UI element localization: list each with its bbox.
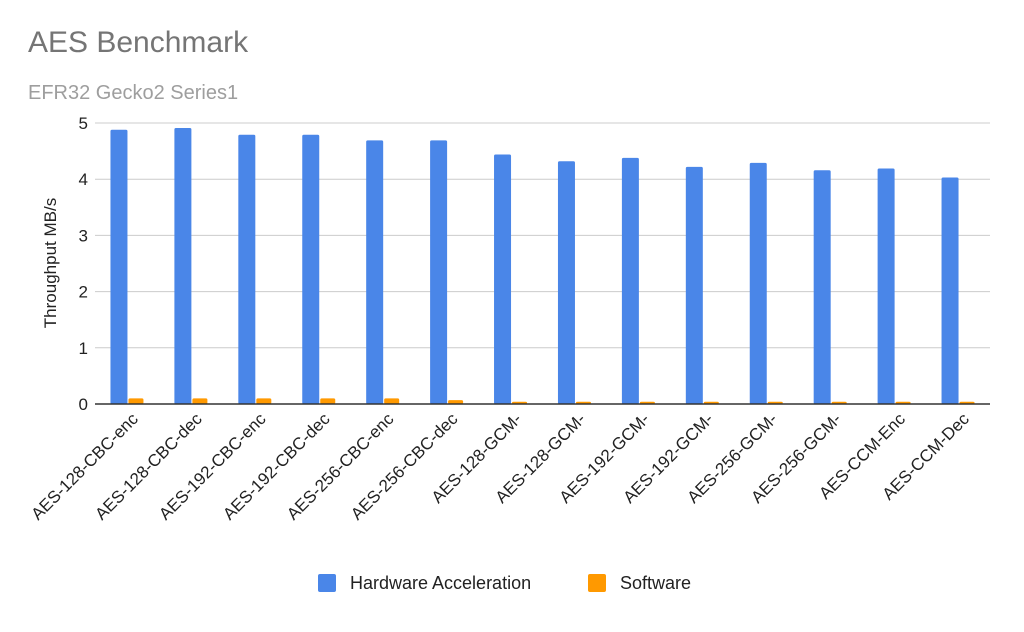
x-tick-label: AES-256-CBC-dec xyxy=(347,409,462,524)
legend-label: Hardware Acceleration xyxy=(350,573,531,593)
x-axis-ticks: AES-128-CBC-encAES-128-CBC-decAES-192-CB… xyxy=(27,409,973,524)
x-tick-label: AES-256-CBC-enc xyxy=(283,409,398,524)
bar-software xyxy=(320,398,336,404)
gridlines xyxy=(95,122,990,349)
y-tick-label: 2 xyxy=(79,283,88,302)
bar-hardware-acceleration xyxy=(557,161,575,404)
x-tick-label: AES-192-CBC-dec xyxy=(219,409,334,524)
x-tick-label: AES-128-CBC-enc xyxy=(27,409,142,524)
bar-hardware-acceleration xyxy=(174,128,192,405)
bar-software xyxy=(256,398,272,404)
bar-hardware-acceleration xyxy=(110,129,128,404)
bar-software xyxy=(192,398,208,404)
bar-hardware-acceleration xyxy=(238,134,256,404)
chart-title: AES Benchmark xyxy=(28,26,249,59)
y-tick-label: 0 xyxy=(79,395,88,414)
bar-hardware-acceleration xyxy=(302,134,320,404)
bar-hardware-acceleration xyxy=(941,177,959,404)
bar-software xyxy=(448,400,464,404)
legend-swatch xyxy=(588,574,606,592)
y-tick-label: 3 xyxy=(79,226,88,245)
legend: Hardware Acceleration Software xyxy=(318,573,691,593)
y-tick-label: 5 xyxy=(79,114,88,133)
chart-subtitle: EFR32 Gecko2 Series1 xyxy=(28,82,239,104)
y-axis-title: Throughput MB/s xyxy=(41,198,60,328)
bar-hardware-acceleration xyxy=(494,154,512,404)
bar-hardware-acceleration xyxy=(430,140,448,404)
bar-hardware-acceleration xyxy=(877,168,895,404)
x-tick-label: AES-128-CBC-dec xyxy=(91,409,206,524)
y-tick-label: 4 xyxy=(79,170,88,189)
bars xyxy=(110,128,975,405)
y-axis-ticks: 0 1 2 3 4 5 xyxy=(79,114,88,414)
legend-label: Software xyxy=(620,573,691,593)
y-tick-label: 1 xyxy=(79,339,88,358)
bar-hardware-acceleration xyxy=(621,157,639,404)
legend-swatch xyxy=(318,574,336,592)
bar-hardware-acceleration xyxy=(366,140,384,404)
bar-software xyxy=(128,398,144,404)
bar-hardware-acceleration xyxy=(749,162,767,404)
bar-hardware-acceleration xyxy=(685,166,703,404)
x-tick-label: AES-192-CBC-enc xyxy=(155,409,270,524)
bar-hardware-acceleration xyxy=(813,170,831,404)
bar-software xyxy=(384,398,400,404)
